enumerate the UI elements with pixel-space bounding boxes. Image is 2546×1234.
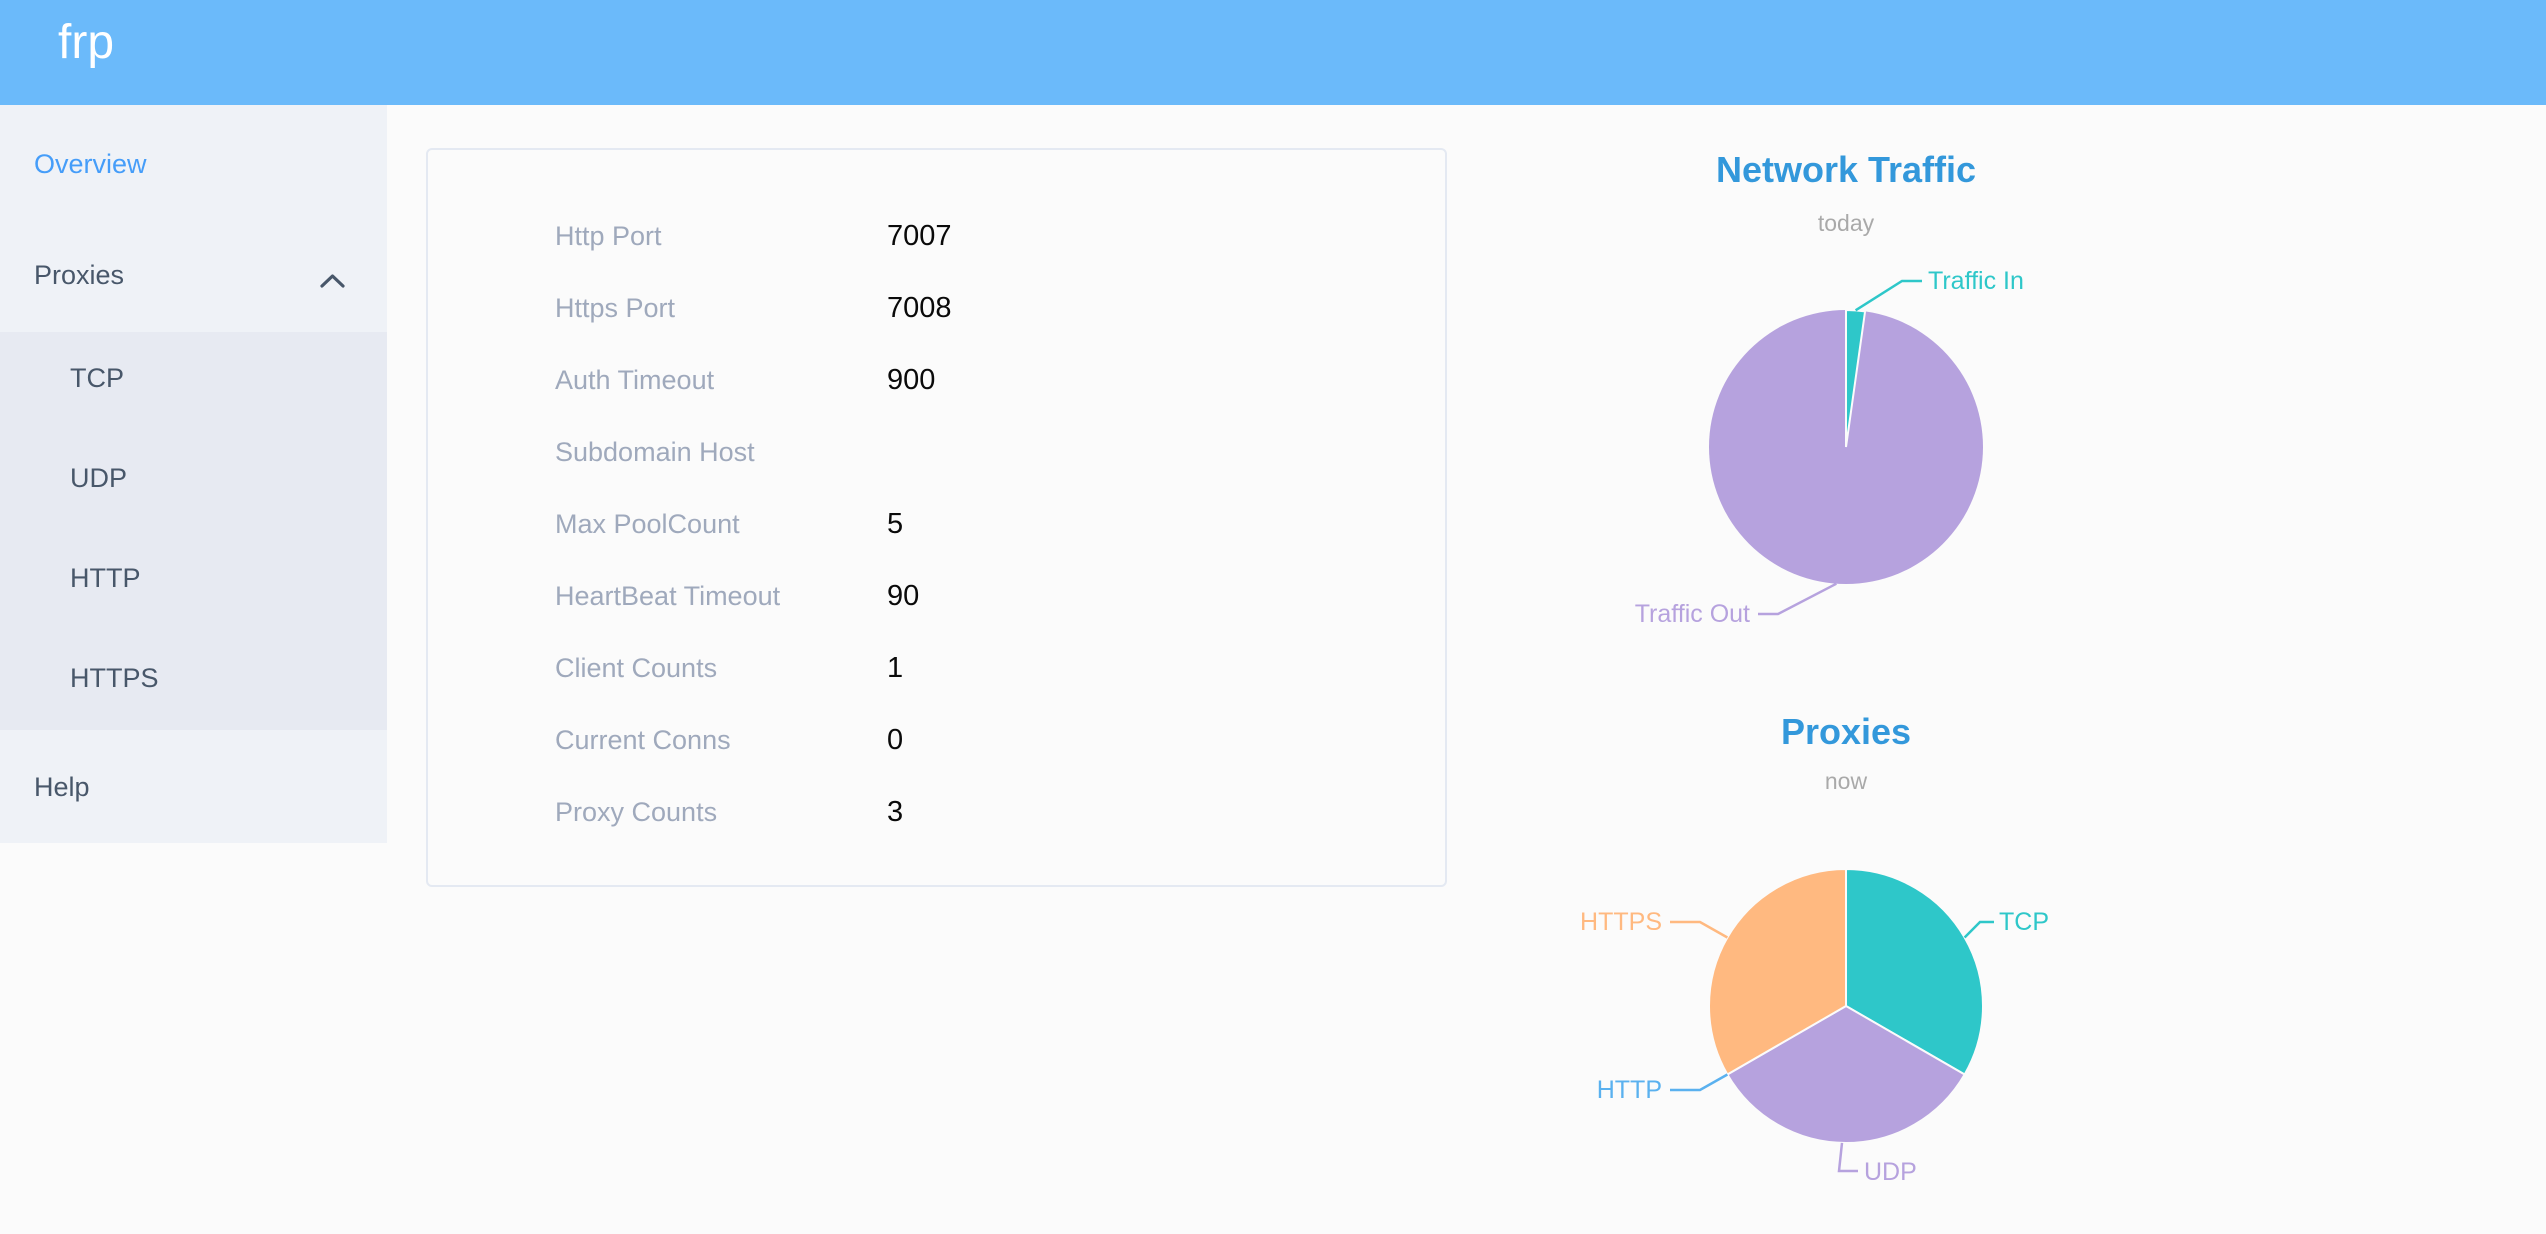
pie-label-tcp: TCP bbox=[1999, 908, 2049, 936]
info-row-https-port: Https Port 7008 bbox=[428, 272, 1445, 344]
leader-line-traffic-out bbox=[1758, 582, 1837, 616]
sidebar-item-proxies[interactable]: Proxies bbox=[34, 259, 387, 291]
info-value: 3 bbox=[887, 796, 904, 828]
sidebar-item-http[interactable]: HTTP bbox=[70, 563, 141, 593]
sidebar-submenu-proxies: TCP UDP HTTP HTTPS bbox=[0, 332, 387, 730]
info-row-heartbeat-timeout: HeartBeat Timeout 90 bbox=[428, 560, 1445, 632]
info-value: 7007 bbox=[887, 220, 952, 252]
info-label: Max PoolCount bbox=[555, 509, 740, 539]
server-info-card: Http Port 7007 Https Port 7008 Auth Time… bbox=[426, 148, 1447, 887]
pie-label-https: HTTPS bbox=[1580, 908, 1662, 936]
leader-line-https bbox=[1670, 920, 1729, 939]
info-row-subdomain-host: Subdomain Host bbox=[428, 416, 1445, 488]
info-value: 90 bbox=[887, 580, 920, 612]
sidebar-item-udp[interactable]: UDP bbox=[70, 463, 128, 493]
proxies-chart-title: Proxies bbox=[1780, 711, 1912, 752]
pie-label-traffic-in: Traffic In bbox=[1928, 267, 2024, 295]
leader-line-udp bbox=[1837, 1142, 1858, 1173]
pie-label-udp: UDP bbox=[1864, 1158, 1917, 1186]
leader-line-tcp bbox=[1963, 920, 1994, 939]
info-row-client-counts: Client Counts 1 bbox=[428, 632, 1445, 704]
pie-slice-traffic-in[interactable] bbox=[1845, 308, 1867, 448]
info-row-proxy-counts: Proxy Counts 3 bbox=[428, 776, 1445, 848]
pie-label-traffic-out: Traffic Out bbox=[1634, 600, 1750, 628]
info-label: Http Port bbox=[555, 221, 662, 251]
sidebar-nav: Overview Proxies TCP UDP HTTP HTTPS Help bbox=[0, 105, 387, 843]
info-label: Client Counts bbox=[555, 653, 718, 683]
info-row-auth-timeout: Auth Timeout 900 bbox=[428, 344, 1445, 416]
network-traffic-chart-title: Network Traffic bbox=[1715, 149, 1977, 190]
sidebar-item-https[interactable]: HTTPS bbox=[70, 663, 159, 693]
proxies-pie-chart bbox=[1670, 868, 1994, 1173]
sidebar-item-proxies-label: Proxies bbox=[34, 260, 125, 290]
info-value: 1 bbox=[887, 652, 904, 684]
info-row-current-conns: Current Conns 0 bbox=[428, 704, 1445, 776]
sidebar-item-overview[interactable]: Overview bbox=[34, 149, 147, 179]
frp-logo: frp bbox=[58, 16, 115, 69]
info-row-http-port: Http Port 7007 bbox=[428, 200, 1445, 272]
info-value: 900 bbox=[887, 364, 936, 396]
proxies-chart-subtitle: now bbox=[1824, 768, 1868, 794]
info-label: Https Port bbox=[555, 293, 676, 323]
info-label: Current Conns bbox=[555, 725, 731, 755]
sidebar-item-help[interactable]: Help bbox=[34, 772, 90, 802]
info-label: Auth Timeout bbox=[555, 365, 715, 395]
info-value: 5 bbox=[887, 508, 904, 540]
network-traffic-chart-subtitle: today bbox=[1817, 210, 1875, 236]
info-label: Proxy Counts bbox=[555, 797, 718, 827]
leader-line-traffic-in bbox=[1854, 279, 1922, 312]
info-value: 0 bbox=[887, 724, 904, 756]
app-header: frp bbox=[0, 0, 2546, 105]
info-value: 7008 bbox=[887, 292, 952, 324]
info-label: Subdomain Host bbox=[555, 437, 755, 467]
info-label: HeartBeat Timeout bbox=[555, 581, 781, 611]
network-traffic-pie-chart bbox=[1709, 279, 1983, 616]
pie-label-http: HTTP bbox=[1596, 1076, 1662, 1104]
info-row-max-poolcount: Max PoolCount 5 bbox=[428, 488, 1445, 560]
leader-line-http bbox=[1670, 1073, 1729, 1092]
sidebar-item-tcp[interactable]: TCP bbox=[70, 363, 124, 393]
chevron-up-icon bbox=[319, 264, 346, 296]
